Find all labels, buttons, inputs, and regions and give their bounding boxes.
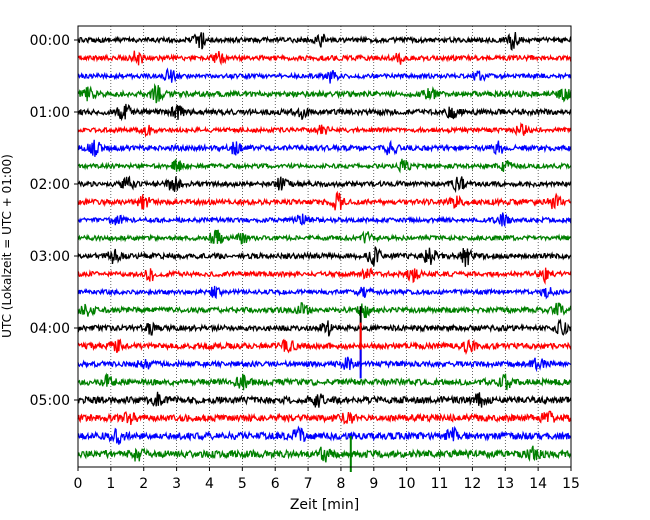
x-tick-label-6: 6: [271, 476, 280, 492]
y-axis: 00:00 01:00 02:00 03:00 04:00 05:00: [30, 33, 78, 409]
trace-0500: [77, 391, 572, 408]
x-tick-label-11: 11: [431, 476, 449, 492]
trace-0230: [77, 212, 572, 228]
trace-0330: [77, 285, 572, 300]
trace-0245: [77, 229, 572, 245]
x-tick-label-12: 12: [463, 476, 481, 492]
trace-0315: [77, 267, 572, 285]
trace-0130: [77, 139, 572, 157]
trace-0015: [77, 50, 572, 66]
x-tick-label-14: 14: [529, 476, 547, 492]
trace-0515: [77, 410, 572, 426]
x-tick-label-15: 15: [562, 476, 580, 492]
y-tick-label-3: 03:00: [30, 249, 70, 265]
x-tick-label-8: 8: [336, 476, 345, 492]
trace-0045: [77, 82, 572, 104]
trace-0030: [77, 67, 572, 84]
trace-0000: [77, 31, 572, 51]
trace-0215: [77, 190, 572, 211]
y-tick-label-2: 02:00: [30, 177, 70, 193]
x-tick-label-0: 0: [74, 476, 83, 492]
x-tick-label-1: 1: [106, 476, 115, 492]
trace-0545: [77, 445, 572, 463]
x-tick-label-9: 9: [369, 476, 378, 492]
trace-0415: [77, 338, 572, 355]
y-tick-label-4: 04:00: [30, 321, 70, 337]
plot-frame: [77, 25, 572, 468]
x-axis: 0 1 2 3 4 5 6 7 8 9 10 11 12 13 14 15: [74, 467, 580, 492]
x-tick-label-10: 10: [398, 476, 416, 492]
x-tick-label-2: 2: [139, 476, 148, 492]
trace-0400: [77, 318, 572, 337]
trace-0115: [77, 121, 572, 138]
x-tick-label-4: 4: [205, 476, 214, 492]
y-tick-label-5: 05:00: [30, 393, 70, 409]
x-tick-label-7: 7: [304, 476, 313, 492]
trace-0445: [77, 372, 572, 391]
x-tick-label-13: 13: [496, 476, 514, 492]
x-tick-label-3: 3: [172, 476, 181, 492]
y-tick-label-1: 01:00: [30, 105, 70, 121]
trace-0200: [77, 175, 572, 194]
trace-0300: [77, 246, 572, 267]
x-axis-label: Zeit [min]: [290, 497, 359, 513]
trace-0145: [77, 158, 572, 174]
y-tick-label-0: 00:00: [30, 33, 70, 49]
trace-0430: [77, 356, 572, 373]
x-tick-label-5: 5: [238, 476, 247, 492]
trace-0530: [77, 425, 572, 445]
trace-0345: [77, 302, 572, 319]
trace-0100: [77, 103, 572, 122]
y-axis-label: UTC (Lokalzeit = UTC + 01:00): [0, 154, 14, 338]
trace-group: [77, 31, 572, 472]
